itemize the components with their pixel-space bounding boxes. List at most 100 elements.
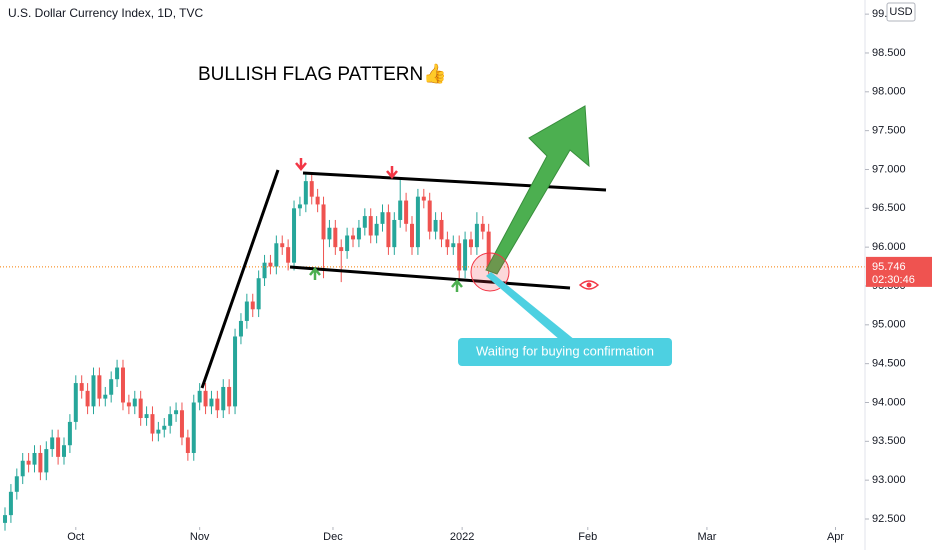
x-tick-label: Mar	[697, 531, 716, 543]
candle-body	[474, 223, 479, 248]
x-tick-label: Feb	[578, 531, 597, 543]
callout-pointer	[486, 272, 575, 340]
y-tick-label: 97.500	[872, 125, 906, 137]
candle-body	[97, 375, 102, 399]
candle-body	[303, 181, 308, 205]
candle-body	[156, 429, 161, 434]
last-price-badge	[866, 256, 932, 287]
candle-body	[292, 208, 297, 263]
candle-body	[404, 200, 409, 224]
y-axis: 92.50093.00093.50094.00094.50095.00095.5…	[865, 8, 932, 525]
candle-body	[215, 398, 220, 411]
candle-body	[356, 227, 361, 240]
candle-body	[386, 212, 391, 248]
y-tick-label: 92.500	[872, 513, 906, 525]
candle-body	[457, 243, 462, 271]
callout-text: Waiting for buying confirmation	[476, 343, 654, 358]
candle-body	[191, 402, 196, 453]
countdown: 02:30:46	[872, 274, 915, 286]
candle-body	[91, 375, 96, 407]
candle-body	[321, 204, 326, 240]
candle-body	[368, 216, 373, 236]
candle-body	[415, 196, 420, 248]
candle-body	[392, 219, 397, 248]
y-tick-label: 96.500	[872, 202, 906, 214]
candle-body	[221, 386, 226, 411]
candle-body	[168, 414, 173, 426]
x-tick-label: 2022	[450, 531, 474, 543]
y-tick-label: 97.000	[872, 163, 906, 175]
y-tick-label: 94.500	[872, 358, 906, 370]
candle-body	[197, 390, 202, 403]
y-tick-label: 96.000	[872, 241, 906, 253]
y-tick-label: 98.500	[872, 47, 906, 59]
candle-body	[56, 437, 61, 457]
x-tick-label: Apr	[827, 531, 844, 543]
candle-body	[421, 196, 426, 201]
plot: Oct Nov Dec 2022 Feb Mar Apr	[0, 173, 865, 543]
marker-arrows	[295, 158, 463, 292]
candle-body	[233, 336, 238, 407]
candle-body	[250, 301, 255, 310]
candle-body	[297, 204, 302, 209]
candle-body	[162, 425, 167, 430]
candle-body	[274, 243, 279, 267]
x-tick-label: Dec	[323, 531, 343, 543]
flag-upper-line	[302, 171, 607, 192]
candle-body	[67, 421, 72, 446]
candle-body	[79, 383, 84, 391]
y-tick-label: 94.000	[872, 396, 906, 408]
candle-body	[132, 398, 137, 407]
currency-label: USD	[889, 6, 912, 18]
candle-body	[439, 219, 444, 240]
y-tick-label: 93.500	[872, 435, 906, 447]
candle-body	[351, 235, 356, 240]
candle-body	[333, 227, 338, 248]
candle-body	[327, 227, 332, 240]
flag-lower-line	[289, 265, 571, 290]
candle-body	[50, 437, 55, 450]
candle-body	[185, 437, 190, 453]
last-price-label: 95.746	[872, 261, 906, 273]
flagpole-line	[200, 169, 280, 389]
candle-body	[103, 394, 108, 399]
candle-body	[398, 200, 403, 220]
candle-body	[244, 301, 249, 321]
candle-body	[61, 445, 66, 457]
y-tick-label: 93.000	[872, 474, 906, 486]
candle-body	[150, 414, 155, 434]
candle-body	[256, 278, 261, 310]
candle-body	[286, 247, 291, 263]
candle-body	[238, 320, 243, 337]
candle-body	[268, 262, 273, 267]
candle-body	[309, 181, 314, 197]
candle-body	[280, 243, 285, 248]
candle-body	[138, 398, 143, 419]
candle-body	[44, 449, 49, 473]
eye-icon	[578, 280, 600, 290]
candle-body	[433, 219, 438, 232]
candle-body	[120, 367, 125, 403]
candle-body	[380, 212, 385, 224]
candle-body	[362, 216, 367, 228]
y-tick-label: 98.000	[872, 86, 906, 98]
candle-body	[38, 452, 43, 473]
y-tick-label: 95.000	[872, 319, 906, 331]
candle-body	[115, 367, 120, 380]
candle-body	[315, 196, 320, 205]
candle-body	[14, 476, 19, 492]
candle-body	[468, 239, 473, 248]
candle-body	[26, 460, 31, 465]
callout-box	[458, 338, 672, 366]
candle-body	[32, 452, 37, 465]
x-tick-label: Oct	[67, 531, 84, 543]
candle-body	[8, 491, 13, 516]
candle-body	[109, 379, 114, 395]
x-tick-label: Nov	[190, 531, 210, 543]
candle-body	[73, 383, 78, 422]
candle-body	[126, 402, 131, 407]
currency-badge	[886, 2, 916, 22]
candle-body	[463, 239, 468, 271]
candle-body	[85, 390, 90, 407]
candle-body	[451, 243, 456, 248]
